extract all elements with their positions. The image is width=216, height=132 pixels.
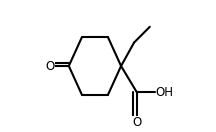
Text: O: O <box>45 60 54 72</box>
Text: O: O <box>132 116 141 129</box>
Text: OH: OH <box>156 86 174 99</box>
